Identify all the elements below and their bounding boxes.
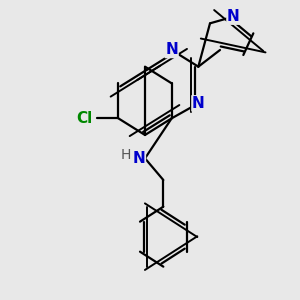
Text: H: H xyxy=(120,148,131,162)
Text: N: N xyxy=(133,151,146,166)
Text: Cl: Cl xyxy=(76,111,93,126)
Text: N: N xyxy=(227,9,240,24)
Text: N: N xyxy=(192,96,205,111)
Text: N: N xyxy=(165,43,178,58)
